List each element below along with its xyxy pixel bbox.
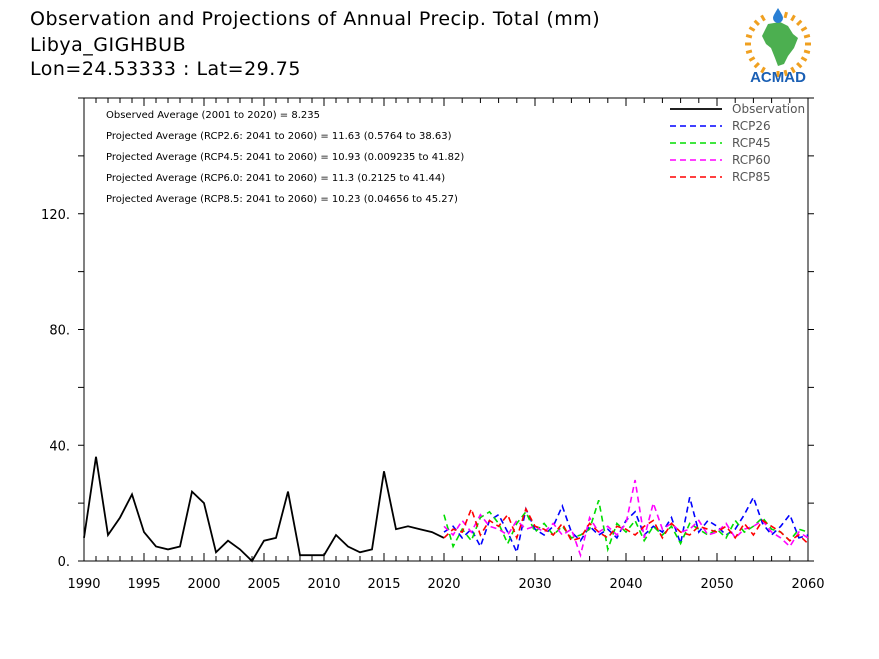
series-line-rcp45 (443, 499, 809, 553)
average-annotation: Projected Average (RCP6.0: 2041 to 2060)… (106, 173, 445, 184)
series-line-rcp60 (443, 479, 809, 559)
x-tick-label: 2050 (700, 577, 733, 592)
x-tick-label: 1990 (67, 577, 100, 592)
average-annotation: Projected Average (RCP4.5: 2041 to 2060)… (106, 152, 464, 163)
average-annotation: Observed Average (2001 to 2020) = 8.235 (106, 110, 320, 121)
location-coordinates: Lon=24.53333 : Lat=29.75 (30, 58, 301, 80)
x-tick-label: 2010 (307, 577, 340, 592)
axis-ticks (78, 97, 814, 562)
sun-ray-icon (760, 14, 766, 22)
x-tick-label: 2020 (427, 577, 460, 592)
y-tick-label: 120. (41, 208, 70, 223)
series-line-rcp26 (443, 495, 809, 555)
sun-ray-icon (745, 49, 753, 54)
x-tick-label: 1995 (127, 577, 160, 592)
series-line-rcp85 (443, 506, 809, 545)
x-tick-label: 2060 (791, 577, 824, 592)
average-annotation: Projected Average (RCP2.6: 2041 to 2060)… (106, 131, 452, 142)
x-tick-label: 2030 (518, 577, 551, 592)
legend: Observation RCP26 RCP45 RCP60 RCP85 (670, 102, 805, 184)
series-line-observation (83, 456, 445, 563)
legend-label: RCP60 (732, 153, 771, 167)
sun-ray-icon (783, 11, 788, 19)
sun-ray-icon (753, 19, 760, 26)
average-annotation: Projected Average (RCP8.5: 2041 to 2060)… (106, 194, 458, 205)
acmad-logo: ACMAD (745, 8, 811, 86)
sun-ray-icon (800, 26, 808, 32)
sun-ray-icon (748, 26, 756, 32)
x-tick-label: 2000 (187, 577, 220, 592)
sun-ray-icon (760, 66, 766, 74)
average-annotations: Observed Average (2001 to 2020) = 8.235 P… (106, 110, 464, 205)
y-tick-label: 40. (49, 439, 70, 454)
location-name: Libya_GIGHBUB (30, 34, 187, 56)
sun-ray-icon (800, 56, 808, 62)
legend-label: RCP26 (732, 119, 771, 133)
x-tick-label: 2040 (609, 577, 642, 592)
chart-title: Observation and Projections of Annual Pr… (30, 8, 601, 30)
x-tick-label: 2015 (367, 577, 400, 592)
y-tick-label: 80. (49, 324, 70, 339)
sun-ray-icon (748, 56, 756, 62)
legend-label: Observation (732, 102, 805, 116)
sun-ray-icon (796, 62, 803, 69)
y-tick-label: 0. (58, 555, 70, 570)
sun-ray-icon (783, 69, 788, 77)
data-series (83, 456, 809, 563)
svg-text:ACMAD: ACMAD (750, 69, 806, 86)
sun-ray-icon (745, 34, 753, 39)
sun-ray-icon (803, 49, 811, 54)
y-axis-labels: 0. 40. 80. 120. (41, 208, 70, 570)
sun-ray-icon (790, 14, 796, 22)
legend-label: RCP85 (732, 170, 771, 184)
x-axis-labels: 1990 1995 2000 2005 2010 2015 2020 2030 2040 2050… (67, 577, 824, 592)
sun-ray-icon (790, 66, 796, 74)
sun-ray-icon (753, 62, 760, 69)
sun-ray-icon (796, 19, 803, 26)
x-tick-label: 2005 (247, 577, 280, 592)
sun-ray-icon (803, 34, 811, 39)
legend-label: RCP45 (732, 136, 771, 150)
